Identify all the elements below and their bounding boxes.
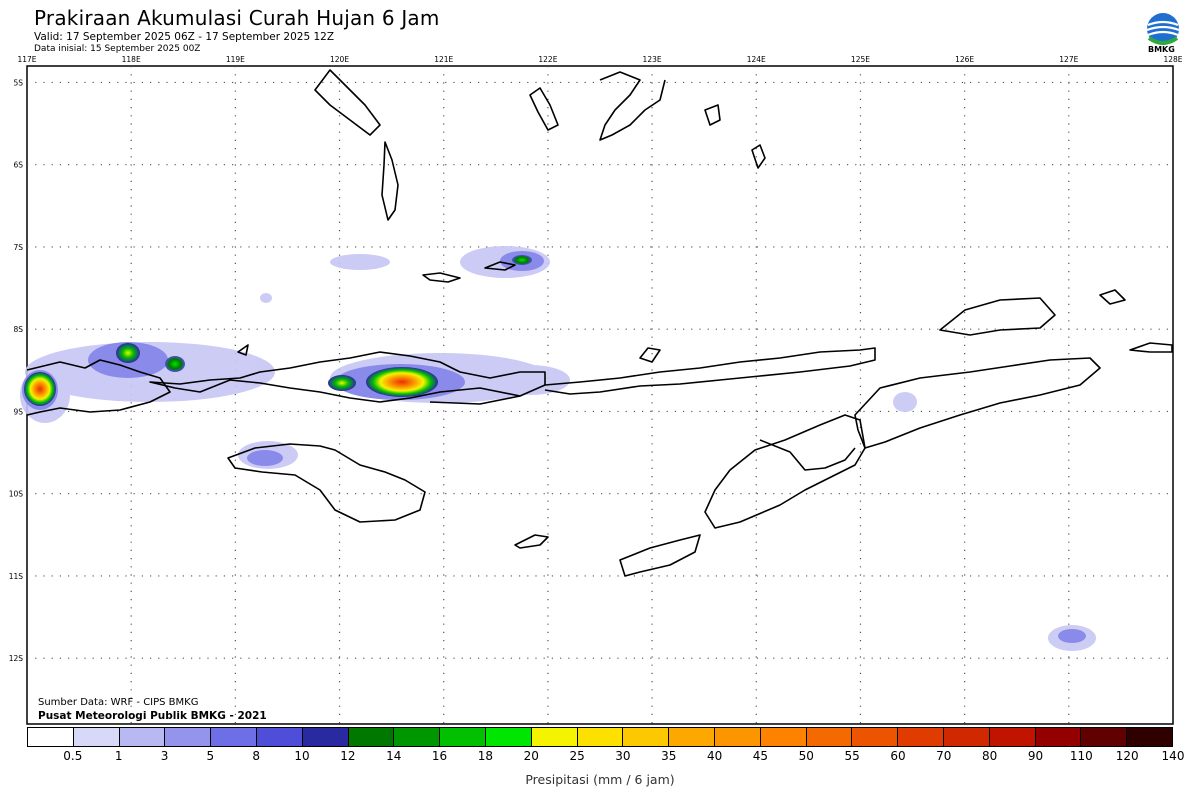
lon-label: 120E <box>330 55 349 64</box>
legend-label: 1 <box>114 749 123 763</box>
legend-swatch <box>1081 728 1128 746</box>
rainfall-map: 117E 118E 119E 120E 121E 122E 123E 124E 125E 126E… <box>9 55 1183 725</box>
legend-swatch <box>302 728 349 746</box>
legend-label: 35 <box>661 749 677 763</box>
legend-swatch <box>211 728 257 746</box>
precip-max-west <box>24 372 56 406</box>
legend-label: 3 <box>160 749 169 763</box>
coastlines <box>26 69 1173 577</box>
lat-label: 6S <box>13 161 23 170</box>
lon-label: 117E <box>17 55 36 64</box>
legend-swatch <box>348 728 395 746</box>
precip-max-flores-sea <box>512 255 532 265</box>
legend-title: Presipitasi (mm / 6 jam) <box>525 772 675 787</box>
legend-label: 5 <box>206 749 215 763</box>
initial-data: Data inisial: 15 September 2025 00Z <box>34 44 201 54</box>
longitude-labels: 117E 118E 119E 120E 121E 122E 123E 124E 125E 126E… <box>17 55 1182 64</box>
legend-swatch <box>256 728 303 746</box>
legend-label: 50 <box>798 749 814 763</box>
bmkg-logo-icon <box>1146 13 1180 45</box>
map-title: Prakiraan Akumulasi Curah Hujan 6 Jam <box>34 6 440 30</box>
legend-label: 30 <box>615 749 631 763</box>
lon-label: 119E <box>226 55 245 64</box>
lon-label: 126E <box>955 55 974 64</box>
lat-label: 5S <box>13 78 23 87</box>
lon-label: 127E <box>1059 55 1078 64</box>
legend-label: 16 <box>431 749 448 763</box>
legend-label: 120 <box>1115 749 1139 763</box>
precip-max-bali <box>116 343 140 363</box>
lon-label: 123E <box>643 55 662 64</box>
legend-label: 12 <box>340 749 356 763</box>
legend-label: 110 <box>1069 749 1093 763</box>
lon-label: 118E <box>122 55 141 64</box>
legend-swatch <box>669 728 715 746</box>
lon-label: 125E <box>851 55 870 64</box>
legend-swatch <box>531 728 578 746</box>
legend-label: 60 <box>890 749 906 763</box>
legend-swatch <box>119 728 166 746</box>
legend-swatch <box>714 728 761 746</box>
legend-swatch <box>165 728 212 746</box>
legend-label: 55 <box>844 749 860 763</box>
lon-label: 128E <box>1163 55 1182 64</box>
legend-label: 140 <box>1161 749 1185 763</box>
legend-swatch <box>1035 728 1082 746</box>
legend-swatch <box>577 728 624 746</box>
lat-label: 7S <box>13 243 23 252</box>
legend-labels: 0.5 1 3 5 8 10 12 14 16 18 20 25 30 35 40 45 50 55 60 70 80 9… <box>27 749 1184 765</box>
precip-max-sumbawa <box>328 375 356 391</box>
legend-label: 80 <box>981 749 998 763</box>
legend-label: 25 <box>569 749 585 763</box>
legend-label: 45 <box>752 749 769 763</box>
legend-swatch <box>73 728 120 746</box>
lat-label: 11S <box>9 572 24 581</box>
legend-label: 10 <box>294 749 310 763</box>
legend-label: 14 <box>386 749 402 763</box>
legend-swatch <box>760 728 807 746</box>
lon-label: 121E <box>434 55 453 64</box>
legend-label: 70 <box>936 749 952 763</box>
lat-label: 9S <box>13 407 23 416</box>
lat-label: 8S <box>13 325 23 334</box>
legend-swatch <box>898 728 944 746</box>
legend-swatch <box>852 728 899 746</box>
precip-max-sumbawa-east <box>165 356 185 372</box>
data-source: Sumber Data: WRF - CIPS BMKG <box>38 697 199 708</box>
lat-label: 10S <box>9 490 24 499</box>
legend-label: 20 <box>523 749 539 763</box>
legend-swatch <box>28 728 74 746</box>
valid-period: Valid: 17 September 2025 06Z - 17 Septem… <box>34 31 335 43</box>
legend-swatch <box>623 728 670 746</box>
lat-label: 12S <box>9 654 24 663</box>
legend-swatch <box>806 728 853 746</box>
legend-label: 8 <box>252 749 261 763</box>
legend-swatch <box>485 728 532 746</box>
publisher: Pusat Meteorologi Publik BMKG - 2021 <box>38 710 267 722</box>
precip-max-lombok <box>366 367 438 397</box>
color-legend <box>27 727 1173 747</box>
legend-swatch <box>943 728 990 746</box>
legend-label: 90 <box>1027 749 1044 763</box>
lon-label: 124E <box>747 55 766 64</box>
legend-label: 18 <box>477 749 494 763</box>
lon-label: 122E <box>538 55 557 64</box>
legend-swatch <box>989 728 1036 746</box>
logo-text: BMKG <box>1148 45 1175 54</box>
legend-swatch <box>1127 728 1172 746</box>
legend-label: 0.5 <box>63 749 83 763</box>
latitude-labels: 5S 6S 7S 8S 9S 10S 11S 12S <box>9 78 24 663</box>
legend-swatch <box>394 728 441 746</box>
legend-swatch <box>440 728 486 746</box>
legend-label: 40 <box>706 749 723 763</box>
